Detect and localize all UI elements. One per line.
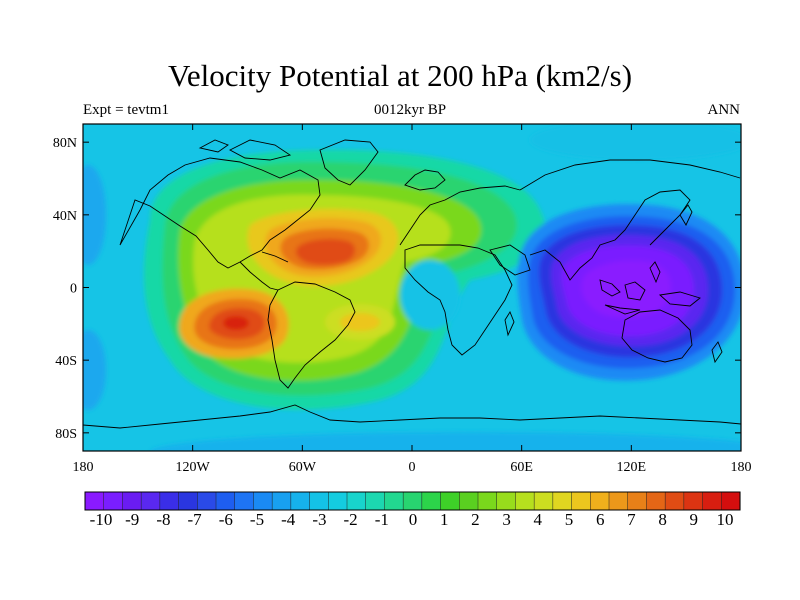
colorbar-swatch: [571, 491, 591, 511]
colorbar-swatch: [84, 491, 105, 511]
colorbar-swatch: [253, 491, 273, 511]
colorbar-swatch: [122, 491, 142, 511]
colorbar-label: 1: [440, 510, 449, 529]
lon-tick-label: 120W: [176, 460, 211, 475]
colorbar-swatch: [608, 491, 629, 511]
lat-tick-label: 80S: [55, 427, 77, 442]
colorbar-swatch: [328, 491, 348, 511]
colorbar-swatch: [459, 491, 479, 511]
colorbar-swatch: [290, 491, 311, 511]
colorbar-frame: [84, 491, 741, 511]
colorbar-swatch: [140, 491, 161, 511]
colorbar-swatch: [702, 491, 722, 511]
colorbar-label: 4: [534, 510, 543, 529]
colorbar-label: -8: [156, 510, 170, 529]
colorbar-swatch: [402, 491, 423, 511]
colorbar-swatch: [515, 491, 535, 511]
coastlines: [83, 139, 741, 429]
lon-tick-label: 180: [731, 460, 752, 475]
colorbar-label: -4: [281, 510, 296, 529]
map-title: Velocity Potential at 200 hPa (km2/s): [167, 58, 633, 93]
colorbar: [84, 491, 741, 511]
colorbar-label: -6: [219, 510, 233, 529]
lat-tick-label: 40N: [53, 209, 77, 224]
colorbar-label: 9: [690, 510, 699, 529]
latitude-axis: 80N 40N 0 40S 80S: [53, 136, 741, 442]
lon-tick-label: 60E: [510, 460, 533, 475]
colorbar-swatch: [365, 491, 385, 511]
colorbar-swatch: [215, 491, 236, 511]
longitude-axis: 180 120W 60W 0 60E 120E 180: [73, 124, 752, 475]
colorbar-swatch: [197, 491, 217, 511]
time-period-label: 0012kyr BP: [373, 102, 447, 118]
lon-tick-label: 180: [73, 460, 94, 475]
colorbar-swatch: [234, 491, 254, 511]
colorbar-label: -10: [90, 510, 113, 529]
experiment-label: Expt = tevtm1: [83, 102, 169, 118]
colorbar-label: -1: [375, 510, 389, 529]
colorbar-swatch: [159, 491, 180, 511]
colorbar-label: -3: [312, 510, 326, 529]
colorbar-swatch: [627, 491, 647, 511]
colorbar-label: 6: [596, 510, 605, 529]
colorbar-label: 10: [717, 510, 734, 529]
colorbar-label: -7: [188, 510, 203, 529]
lat-tick-label: 80N: [53, 136, 77, 151]
colorbar-label: 2: [471, 510, 480, 529]
contour-field: [83, 124, 741, 451]
colorbar-label: 5: [565, 510, 574, 529]
colorbar-swatch: [590, 491, 610, 511]
colorbar-label: -2: [344, 510, 358, 529]
colorbar-swatch: [384, 491, 404, 511]
colorbar-labels: -10 -9 -8 -7 -6 -5 -4 -3 -2 -1 0 1 2 3 4 5 6 7 8 9 10: [90, 510, 734, 529]
colorbar-swatch: [664, 491, 685, 511]
lat-tick-label: 40S: [55, 354, 77, 369]
colorbar-label: -9: [125, 510, 139, 529]
lon-tick-label: 0: [409, 460, 416, 475]
colorbar-label: 8: [658, 510, 667, 529]
colorbar-swatch: [421, 491, 442, 511]
lat-tick-label: 0: [70, 282, 77, 297]
colorbar-swatch: [178, 491, 198, 511]
colorbar-label: 3: [502, 510, 511, 529]
colorbar-swatch: [103, 491, 123, 511]
colorbar-label: -5: [250, 510, 264, 529]
colorbar-swatch: [496, 491, 516, 511]
colorbar-swatch: [721, 491, 741, 511]
colorbar-swatch: [552, 491, 573, 511]
colorbar-label: 0: [409, 510, 418, 529]
lon-tick-label: 120E: [617, 460, 647, 475]
colorbar-swatch: [533, 491, 554, 511]
colorbar-swatch: [646, 491, 666, 511]
colorbar-swatch: [440, 491, 460, 511]
colorbar-swatch: [477, 491, 498, 511]
colorbar-swatch: [271, 491, 292, 511]
colorbar-label: 7: [627, 510, 636, 529]
season-label: ANN: [707, 102, 741, 118]
colorbar-swatch: [346, 491, 367, 511]
colorbar-swatch: [683, 491, 704, 511]
colorbar-swatch: [309, 491, 329, 511]
lon-tick-label: 60W: [289, 460, 317, 475]
